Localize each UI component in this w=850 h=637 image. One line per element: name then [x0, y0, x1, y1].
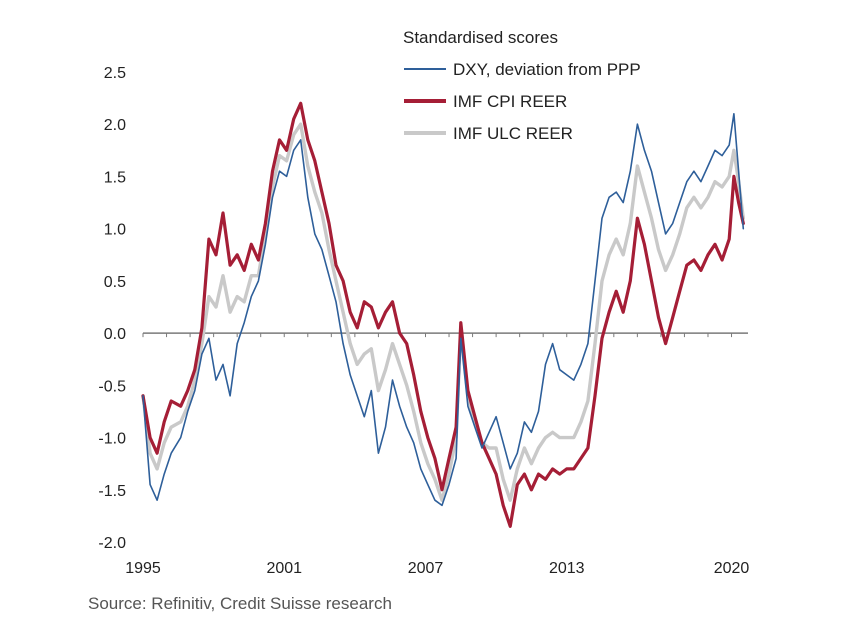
legend-label: DXY, deviation from PPP: [453, 60, 641, 79]
legend-title: Standardised scores: [403, 28, 558, 47]
y-tick-label: 2.5: [104, 65, 126, 82]
x-tick-label: 2007: [408, 560, 444, 577]
y-tick-label: 1.5: [104, 169, 126, 186]
x-tick-label: 2020: [714, 560, 750, 577]
x-tick-label: 2013: [549, 560, 585, 577]
series-line-0: [142, 113, 745, 507]
y-tick-label: 0.0: [104, 326, 126, 343]
series-layer: [141, 101, 745, 528]
legend-label: IMF CPI REER: [453, 92, 567, 111]
source-note: Source: Refinitiv, Credit Suisse researc…: [88, 594, 392, 613]
legend-label: IMF ULC REER: [453, 124, 573, 143]
series-line-1: [141, 101, 745, 528]
y-tick-label: 2.0: [104, 117, 126, 134]
x-tick-label: 2001: [266, 560, 302, 577]
x-tick-label: 1995: [125, 560, 161, 577]
y-tick-label: 0.5: [104, 274, 126, 291]
y-tick-label: -0.5: [98, 378, 126, 395]
y-axis: 2.5 2.0 1.5 1.0 0.5 0.0 -0.5 -1.0 -1.5 -2.0: [98, 65, 126, 552]
y-tick-label: -1.0: [98, 431, 126, 448]
series-line-2: [141, 122, 745, 502]
x-axis: 1995 2001 2007 2013 2020: [125, 332, 750, 577]
y-tick-label: 1.0: [104, 222, 126, 239]
y-tick-label: -1.5: [98, 483, 126, 500]
y-tick-label: -2.0: [98, 535, 126, 552]
legend: Standardised scores DXY, deviation from P…: [403, 28, 641, 143]
